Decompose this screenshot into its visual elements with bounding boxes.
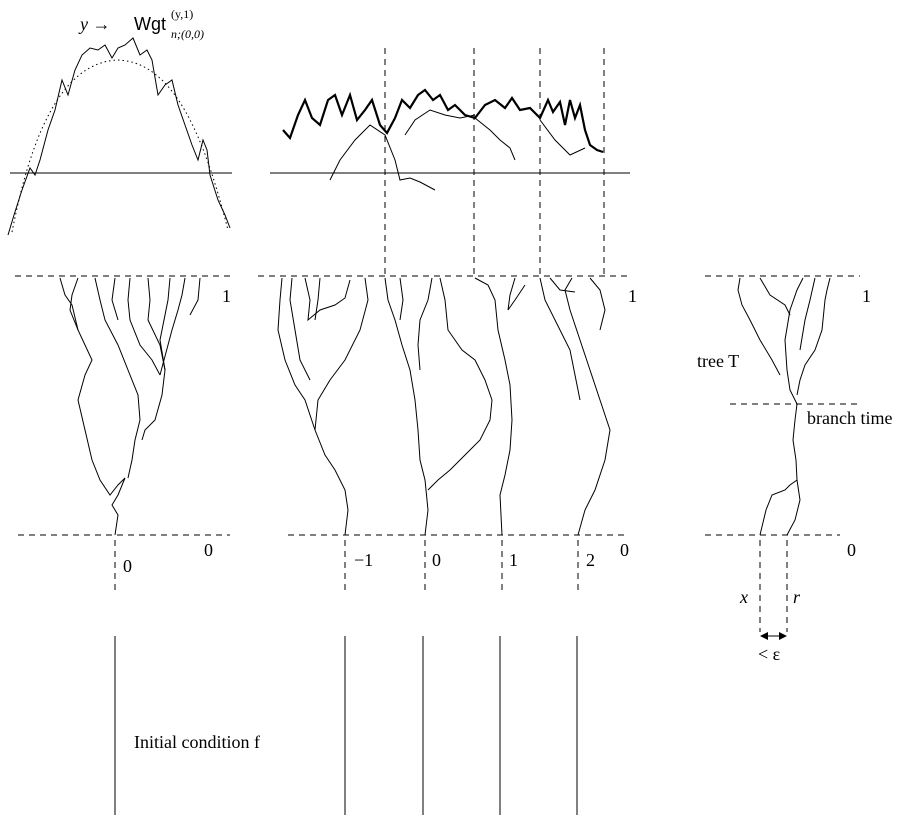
top-label: 1 xyxy=(222,286,231,306)
r-label: r xyxy=(793,587,801,607)
position-label: −1 xyxy=(354,550,373,570)
gap-label: < ε xyxy=(758,644,781,664)
x-label: x xyxy=(739,587,748,607)
thin-curves xyxy=(329,109,586,191)
vertical-dashes xyxy=(384,48,605,276)
left-panel: y → Wgt (y,1) n;(0,0) 1 0 0 xyxy=(7,2,235,592)
formula: y → Wgt (y,1) n;(0,0) xyxy=(78,2,204,41)
formula-arg: y → xyxy=(78,14,111,34)
dotted-curve xyxy=(11,59,229,233)
thick-curve xyxy=(282,88,604,154)
tree xyxy=(59,277,201,536)
position-label: 1 xyxy=(509,550,518,570)
initial-condition: Initial condition f xyxy=(134,732,260,752)
position-lines xyxy=(344,540,579,592)
trees xyxy=(277,277,611,536)
position-label: 0 xyxy=(432,550,441,570)
top-label: 1 xyxy=(628,286,637,306)
formula-sup: (y,1) xyxy=(171,7,193,21)
tree-label: tree T xyxy=(697,351,739,371)
formula-sub: n;(0,0) xyxy=(171,27,204,41)
bottom-label: 0 xyxy=(620,540,629,560)
right-panel: 1 tree T branch time 0 x r < ε xyxy=(697,275,892,664)
branch-label: branch time xyxy=(807,408,892,428)
position-label: 2 xyxy=(586,550,595,570)
formula-name: Wgt xyxy=(134,14,166,34)
origin-label: 0 xyxy=(123,556,132,576)
bottom-label: 0 xyxy=(204,540,213,560)
top-label: 1 xyxy=(862,286,871,306)
weight-curve xyxy=(7,37,231,236)
middle-panel: 1 0 −1 0 1 2 xyxy=(258,48,637,592)
tree xyxy=(737,277,831,536)
bottom-label: 0 xyxy=(847,540,856,560)
initial-lines xyxy=(114,636,578,815)
